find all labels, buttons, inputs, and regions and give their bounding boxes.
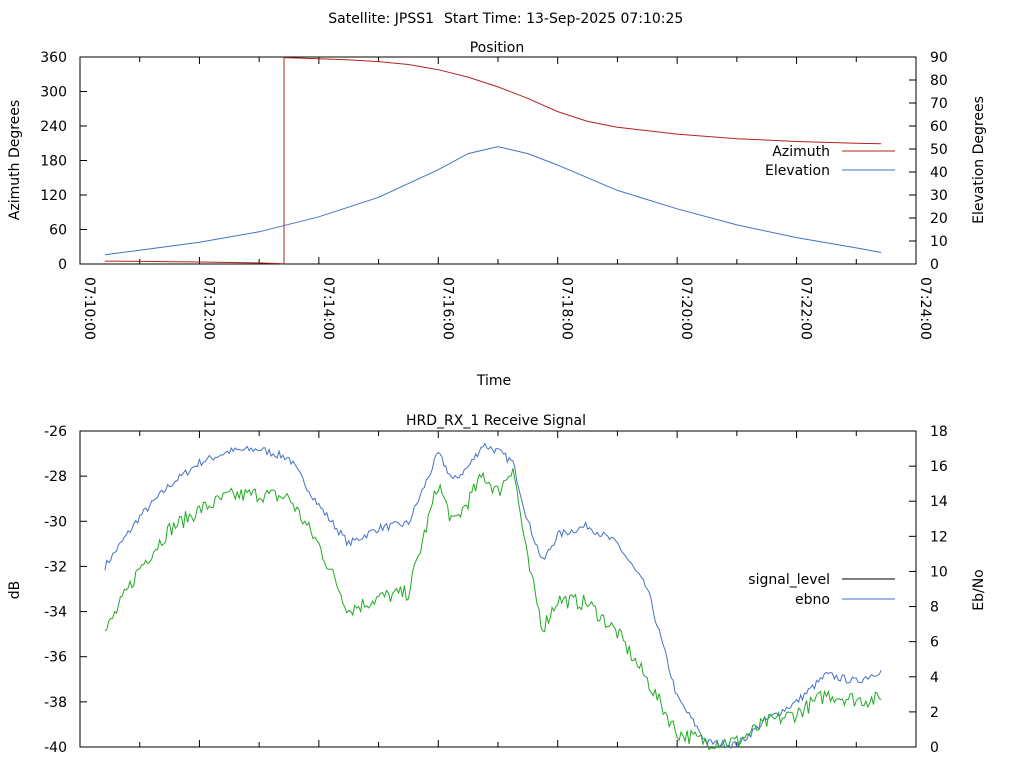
position-y2-tick-label: 90 [930, 50, 948, 66]
position-x-tick-label: 07:22:00 [798, 277, 814, 340]
receive-signal-y-tick-label: -34 [44, 605, 67, 621]
receive-signal-legend: signal_level ebno [748, 572, 895, 608]
series-line-signal-level [104, 442, 882, 750]
position-y-tick-label: 120 [40, 188, 67, 204]
receive-signal-y-tick-label: -26 [44, 424, 67, 440]
legend-label-signal-level: signal_level [748, 572, 830, 588]
start-time-label: Start Time: 13-Sep-2025 07:10:25 [444, 11, 683, 27]
series-line-ebno [104, 468, 882, 751]
position-y2-tick-label: 60 [930, 119, 948, 135]
receive-signal-y-tick-label: -38 [44, 695, 67, 711]
receive-signal-y2-tick-label: 6 [930, 635, 939, 651]
position-y-tick-label: 360 [40, 50, 67, 66]
receive-signal-y-tick-label: -36 [44, 650, 67, 666]
position-plot-frame [79, 56, 917, 265]
receive-signal-chart-title: HRD_RX_1 Receive Signal [406, 413, 586, 429]
receive-signal-y2-tick-label: 4 [930, 670, 939, 686]
position-legend: Azimuth Elevation [765, 144, 895, 179]
receive-signal-y-axis-label: dB [7, 581, 23, 600]
position-y-tick-label: 180 [40, 154, 67, 170]
receive-signal-y2-tick-label: 8 [930, 600, 939, 616]
position-y-tick-label: 240 [40, 119, 67, 135]
position-chart-title: Position [470, 40, 525, 56]
position-y-tick-label: 60 [49, 223, 67, 239]
receive-signal-y-tick-label: -32 [44, 559, 67, 575]
position-x-tick-label: 07:20:00 [678, 277, 694, 340]
position-x-tick-label: 07:14:00 [320, 277, 336, 340]
position-y2-tick-label: 70 [930, 96, 948, 112]
receive-signal-chart: HRD_RX_1 Receive Signal -40 -38 -36 -34 -32 -… [7, 413, 987, 756]
legend-label-ebno: ebno [795, 592, 830, 608]
position-y2-axis-label: Elevation Degrees [971, 96, 987, 224]
position-x-tick-label: 07:24:00 [917, 277, 933, 340]
receive-signal-y2-tick-label: 10 [930, 564, 948, 580]
position-y2-tick-label: 30 [930, 188, 948, 204]
receive-signal-y-tick-label: -28 [44, 469, 67, 485]
legend-label-azimuth: Azimuth [772, 144, 830, 160]
series-line-azimuth [104, 57, 882, 265]
position-y2-tick-label: 0 [930, 257, 939, 273]
receive-signal-y2-tick-label: 16 [930, 459, 948, 475]
position-chart: Position 0 60 120 180 240 300 360 0 10 20 30 40 50 60… [7, 40, 987, 389]
position-x-tick-label: 07:18:00 [559, 277, 575, 340]
position-y2-tick-label: 80 [930, 73, 948, 89]
receive-signal-y2-tick-label: 18 [930, 424, 948, 440]
receive-signal-y2-axis-label: Eb/No [971, 569, 987, 611]
position-y-axis-label: Azimuth Degrees [7, 100, 23, 220]
position-y2-tick-label: 10 [930, 234, 948, 250]
receive-signal-y2-tick-label: 12 [930, 529, 948, 545]
receive-signal-y2-tick-label: 0 [930, 740, 939, 756]
receive-signal-y-tick-label: -40 [44, 740, 67, 756]
position-y2-tick-label: 20 [930, 211, 948, 227]
position-x-tick-label: 07:10:00 [81, 277, 97, 340]
position-y-tick-label: 0 [58, 257, 67, 273]
receive-signal-y-tick-label: -30 [44, 514, 67, 530]
legend-label-elevation: Elevation [765, 163, 830, 179]
receive-signal-plot-frame [79, 430, 917, 748]
receive-signal-y2-tick-label: 14 [930, 494, 948, 510]
position-x-tick-label: 07:16:00 [439, 277, 455, 340]
position-y2-tick-label: 40 [930, 165, 948, 181]
position-x-tick-label: 07:12:00 [200, 277, 216, 340]
satellite-label: Satellite: JPSS1 [328, 11, 434, 27]
position-x-axis-label: Time [476, 373, 511, 389]
series-line-elevation [104, 146, 882, 256]
position-y2-tick-label: 50 [930, 142, 948, 158]
receive-signal-y2-tick-label: 2 [930, 705, 939, 721]
position-y-tick-label: 300 [40, 85, 67, 101]
